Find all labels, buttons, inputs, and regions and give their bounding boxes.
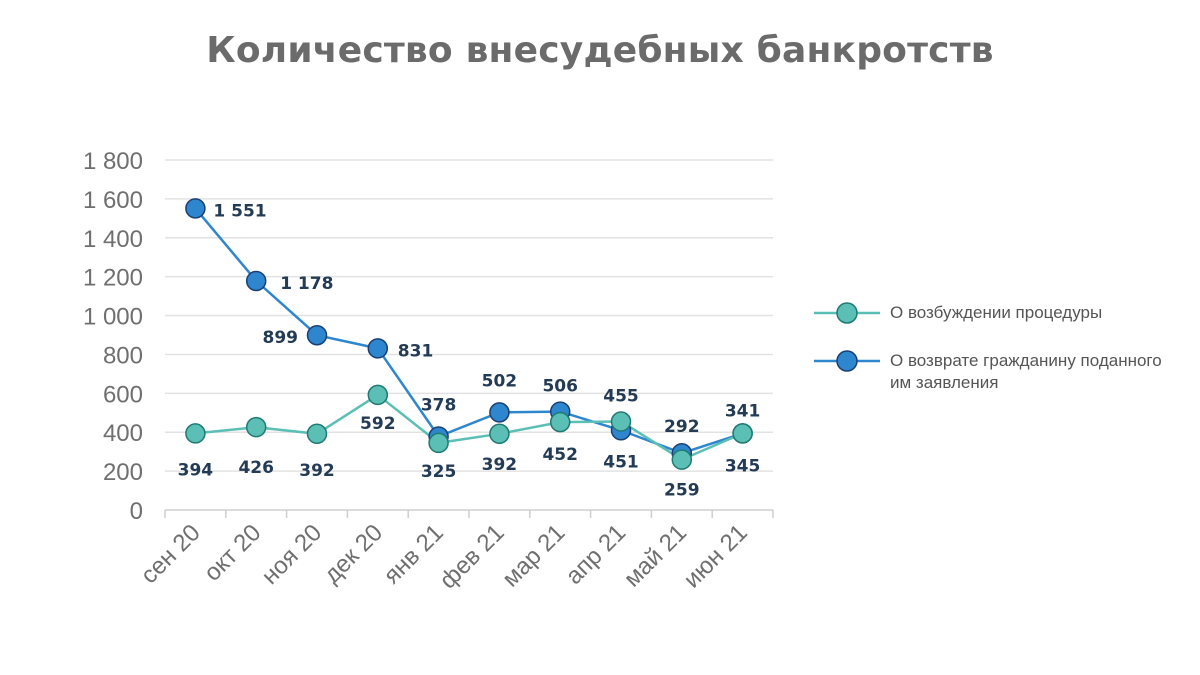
data-label: 341 [725,401,761,421]
x-tick-label: май 21 [619,519,692,592]
y-tick-label: 1 800 [83,148,143,175]
y-tick-label: 1 200 [83,265,143,292]
data-labels: 394 426 392 592 325 392 452 455 259 345 1 551 1 178… [178,201,761,500]
data-point [367,384,389,406]
data-label: 345 [725,456,761,476]
y-tick-label: 1 000 [83,304,143,331]
x-tick-label: апр 21 [560,519,631,590]
data-label: 502 [482,371,518,391]
data-label: 392 [482,455,518,475]
data-label: 378 [421,396,457,416]
chart-title: Количество внесудебных банкротств [206,30,994,71]
data-point [245,416,267,438]
legend-label-return: О возврате гражданину поданного им заявл… [890,351,1162,392]
y-axis-ticks: 0 200 400 600 800 1 000 1 200 1 400 1 600 1 800 [83,148,143,525]
data-point [245,270,267,292]
y-tick-label: 600 [103,381,143,408]
x-tick-label: сен 20 [136,519,206,589]
y-tick-label: 1 600 [83,187,143,214]
y-tick-label: 1 400 [83,226,143,253]
y-tick-label: 200 [103,459,143,486]
x-tick-label: дек 20 [319,519,388,588]
data-label: 426 [238,458,274,478]
data-label: 452 [542,445,578,465]
data-label: 1 178 [280,274,333,294]
x-tick-label: ноя 20 [257,519,328,590]
data-point [671,449,693,470]
data-label: 325 [421,462,457,482]
series-line-0 [195,393,744,462]
data-point [306,324,328,346]
x-tick-label: мар 21 [497,519,570,592]
data-point [428,432,449,454]
data-label: 292 [664,417,700,437]
y-tick-label: 0 [130,498,143,525]
data-label: 1 551 [213,201,266,221]
data-point [549,411,571,433]
data-point [185,198,206,219]
data-label: 592 [360,414,396,434]
data-label: 506 [542,377,578,397]
legend-swatch-initiation [814,302,880,324]
data-label: 392 [299,461,335,481]
x-tick-label: фев 21 [435,519,510,594]
data-label: 394 [178,460,214,480]
gridlines [165,159,773,472]
data-label: 455 [603,387,639,407]
x-tick-label: окт 20 [199,519,267,587]
data-point [185,423,206,444]
data-point [732,423,753,444]
data-point [610,411,632,432]
series-lines [194,207,744,462]
legend-swatch-return [814,350,880,372]
data-label: 259 [664,481,700,501]
data-label: 831 [398,341,434,361]
data-point [489,423,510,445]
y-tick-label: 800 [103,342,143,369]
data-point [489,402,510,423]
data-point [367,338,389,359]
x-tick-label: июн 21 [679,519,753,593]
series-points [185,198,753,470]
data-label: 451 [603,452,639,472]
legend-label-initiation: О возбуждении процедуры [890,303,1103,322]
y-tick-label: 400 [103,420,143,447]
data-label: 899 [263,328,299,348]
data-point [306,423,328,445]
